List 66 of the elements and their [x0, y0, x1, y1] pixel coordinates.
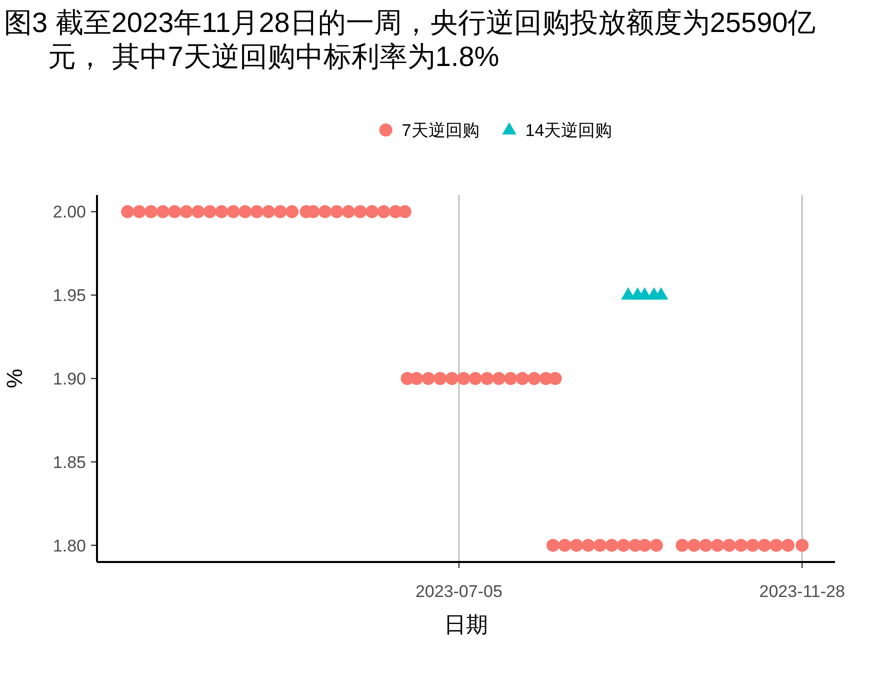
- point: [722, 538, 736, 552]
- point: [480, 372, 494, 385]
- point: [365, 205, 378, 218]
- point: [215, 205, 228, 218]
- point: [758, 538, 771, 552]
- point: [203, 205, 216, 218]
- point: [132, 205, 146, 218]
- point: [274, 205, 287, 218]
- point: [528, 372, 541, 385]
- y-tick-label: 2.00: [52, 202, 86, 222]
- point: [593, 538, 606, 552]
- x-axis-title: 日期: [444, 612, 488, 637]
- point: [180, 205, 193, 218]
- point: [504, 372, 518, 385]
- point: [238, 205, 252, 218]
- point: [398, 205, 412, 218]
- point: [616, 538, 630, 552]
- point: [377, 205, 390, 218]
- point: [605, 538, 618, 552]
- y-tick-label: 1.95: [52, 286, 86, 306]
- point: [676, 538, 689, 552]
- point: [168, 205, 182, 218]
- point: [445, 372, 458, 385]
- point: [746, 538, 760, 552]
- point: [434, 372, 447, 385]
- point: [796, 538, 809, 552]
- point: [699, 538, 712, 552]
- title: 图3 截至2023年11月28日的一周，央行逆回购投放额度为25590亿元， 其中7天逆回购中标利率为1.8%: [4, 7, 816, 72]
- point: [121, 205, 134, 218]
- point: [144, 205, 158, 218]
- point: [330, 205, 344, 218]
- point: [548, 372, 562, 385]
- point: [687, 538, 700, 552]
- point: [226, 205, 240, 218]
- point: [781, 538, 794, 552]
- point: [354, 205, 367, 218]
- point: [422, 372, 435, 385]
- point: [770, 538, 783, 552]
- point: [250, 205, 264, 218]
- x-tick-label: 2023-07-05: [415, 582, 502, 601]
- point: [650, 538, 663, 552]
- point: [710, 538, 724, 552]
- point: [342, 205, 355, 218]
- point: [582, 538, 595, 552]
- point: [192, 205, 205, 218]
- point: [546, 538, 560, 552]
- y-axis-title: %: [2, 368, 27, 388]
- point: [156, 205, 170, 218]
- point: [262, 205, 276, 218]
- point: [638, 538, 652, 552]
- point: [734, 538, 748, 552]
- y-tick-label: 1.85: [52, 452, 86, 472]
- point: [516, 372, 529, 385]
- x-tick-label: 2023-11-28: [759, 582, 845, 601]
- y-tick-label: 1.80: [52, 536, 86, 556]
- point: [468, 372, 482, 385]
- point: [318, 205, 332, 218]
- point: [410, 372, 424, 385]
- legend-label: 7天逆回购: [402, 121, 480, 140]
- point: [558, 538, 572, 552]
- y-tick-label: 1.90: [52, 370, 86, 388]
- point: [286, 205, 299, 218]
- point: [492, 372, 506, 385]
- point: [457, 372, 470, 385]
- legend-label: 14天逆回购: [525, 121, 612, 140]
- point: [570, 538, 583, 552]
